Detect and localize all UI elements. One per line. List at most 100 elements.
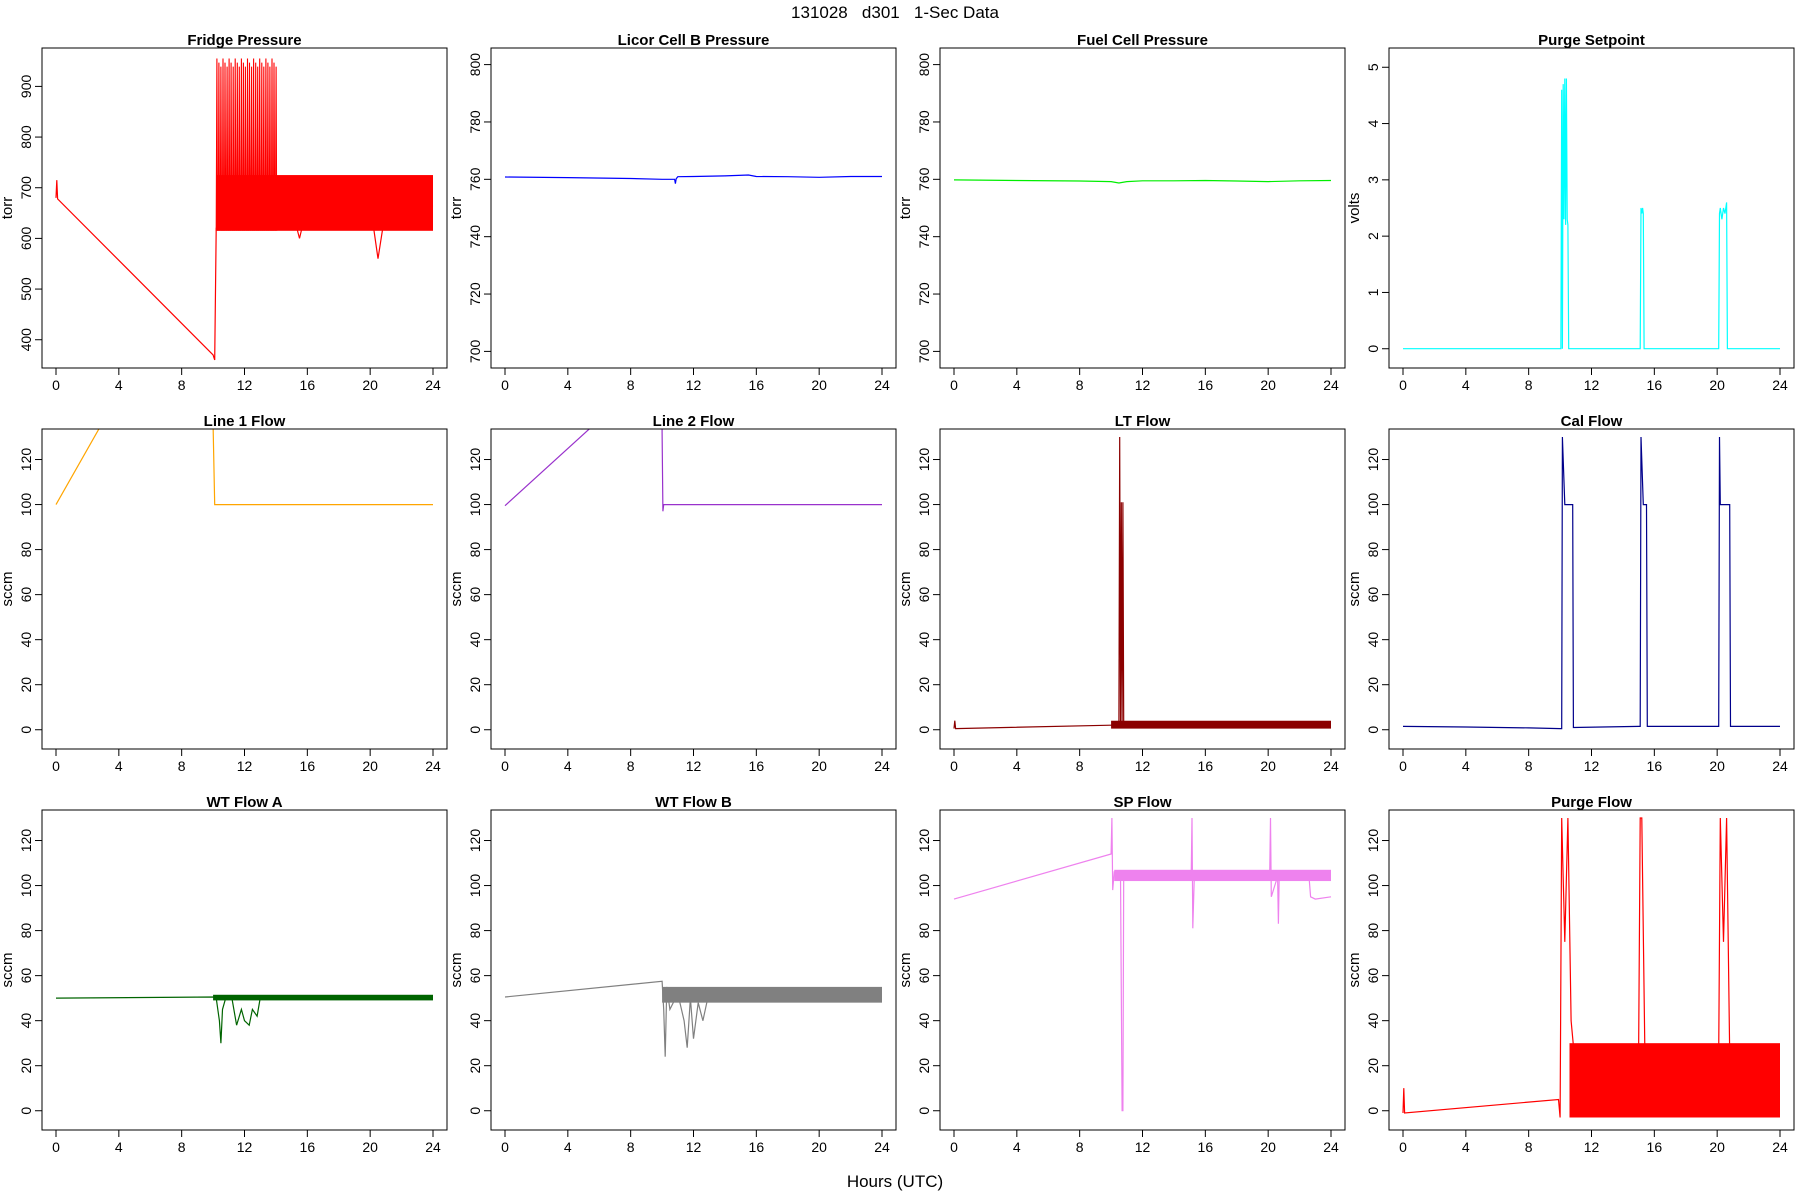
x-tick-label: 0 xyxy=(1399,377,1407,393)
y-tick-label: 80 xyxy=(916,542,932,558)
y-axis-label: torr xyxy=(897,197,914,220)
y-tick-label: 720 xyxy=(467,282,483,306)
y-tick-label: 760 xyxy=(916,167,932,191)
y-tick-label: 120 xyxy=(18,829,34,853)
x-tick-label: 8 xyxy=(627,758,635,774)
series-spikes xyxy=(215,58,278,231)
x-tick-label: 12 xyxy=(1135,1139,1151,1155)
y-tick-label: 0 xyxy=(18,726,34,734)
x-tick-label: 24 xyxy=(1772,1139,1788,1155)
y-tick-label: 0 xyxy=(1365,726,1381,734)
x-tick-label: 24 xyxy=(874,758,890,774)
chart-panel: Line 2 Flow sccm 0 4 8 12 16 20 24 0 20 40 60 80 100 12… xyxy=(448,413,897,774)
y-tick-label: 800 xyxy=(18,125,34,149)
x-tick-label: 16 xyxy=(749,1139,765,1155)
y-tick-label: 60 xyxy=(916,968,932,984)
y-tick-label: 40 xyxy=(916,632,932,648)
y-tick-label: 40 xyxy=(18,632,34,648)
x-tick-label: 20 xyxy=(362,1139,378,1155)
x-tick-label: 24 xyxy=(425,1139,441,1155)
plot-frame xyxy=(939,809,1346,1131)
x-tick-label: 16 xyxy=(1647,377,1663,393)
y-tick-label: 100 xyxy=(1365,493,1381,517)
x-tick-label: 12 xyxy=(1135,377,1151,393)
y-tick-label: 120 xyxy=(1365,829,1381,853)
x-tick-label: 4 xyxy=(1462,1139,1470,1155)
series-line xyxy=(1402,817,1780,1118)
y-tick-label: 800 xyxy=(467,53,483,77)
x-tick-label: 12 xyxy=(1135,758,1151,774)
plot-frame xyxy=(41,47,448,369)
x-tick-label: 20 xyxy=(1709,758,1725,774)
x-tick-label: 24 xyxy=(1323,377,1339,393)
y-tick-label: 60 xyxy=(916,587,932,603)
y-tick-label: 740 xyxy=(467,225,483,249)
y-tick-label: 700 xyxy=(467,340,483,364)
chart-title: Purge Setpoint xyxy=(1538,32,1645,49)
plot-area xyxy=(1403,78,1780,350)
x-tick-label: 8 xyxy=(1076,377,1084,393)
x-tick-label: 0 xyxy=(950,758,958,774)
chart-panel: Fridge Pressure torr 0 4 8 12 16 20 24 400 500 600 7… xyxy=(0,32,448,393)
plot-frame xyxy=(41,809,448,1131)
x-tick-label: 4 xyxy=(1013,1139,1021,1155)
x-tick-label: 0 xyxy=(501,1139,509,1155)
x-tick-label: 24 xyxy=(874,377,890,393)
x-tick-label: 0 xyxy=(52,377,60,393)
y-tick-label: 900 xyxy=(18,75,34,99)
chart-panel: WT Flow B sccm 0 4 8 12 16 20 24 0 20 40 60 80 100 120 xyxy=(448,794,897,1155)
y-axis-label: sccm xyxy=(0,572,16,607)
figure-title: 131028 d301 1-Sec Data xyxy=(791,3,999,22)
y-tick-label: 80 xyxy=(1365,923,1381,939)
y-tick-label: 1 xyxy=(1365,288,1381,296)
x-tick-label: 20 xyxy=(1260,377,1276,393)
plot-area xyxy=(55,58,434,361)
y-tick-label: 40 xyxy=(1365,1013,1381,1029)
x-tick-label: 24 xyxy=(1772,377,1788,393)
x-tick-label: 24 xyxy=(874,1139,890,1155)
plot-area xyxy=(953,436,1331,730)
chart-panel: Licor Cell B Pressure torr 0 4 8 12 16 20 24 700 7… xyxy=(448,32,897,393)
plot-area xyxy=(504,980,883,1057)
y-tick-label: 400 xyxy=(18,328,34,352)
plot-area xyxy=(1402,436,1780,730)
chart-panel: WT Flow A sccm 0 4 8 12 16 20 24 0 20 40 60 80 100 120 xyxy=(0,794,448,1155)
y-tick-label: 5 xyxy=(1365,63,1381,71)
x-tick-label: 24 xyxy=(1323,1139,1339,1155)
y-tick-label: 2 xyxy=(1365,232,1381,240)
y-tick-label: 40 xyxy=(1365,632,1381,648)
x-tick-label: 0 xyxy=(501,377,509,393)
x-axis-title: Hours (UTC) xyxy=(847,1172,943,1191)
y-tick-label: 60 xyxy=(1365,587,1381,603)
x-tick-label: 0 xyxy=(1399,758,1407,774)
series-line xyxy=(953,179,1332,184)
x-tick-label: 4 xyxy=(1013,377,1021,393)
y-tick-label: 100 xyxy=(916,874,932,898)
y-tick-label: 740 xyxy=(916,225,932,249)
plot-frame xyxy=(490,428,897,750)
plot-area xyxy=(953,817,1332,1112)
plot-frame xyxy=(1388,809,1795,1131)
y-tick-label: 60 xyxy=(467,968,483,984)
y-tick-label: 20 xyxy=(916,677,932,693)
x-tick-label: 12 xyxy=(686,377,702,393)
y-tick-label: 40 xyxy=(467,1013,483,1029)
chart-title: Line 1 Flow xyxy=(204,413,286,430)
x-tick-label: 4 xyxy=(564,1139,572,1155)
y-tick-label: 60 xyxy=(1365,968,1381,984)
x-tick-label: 4 xyxy=(115,377,123,393)
chart-title: Licor Cell B Pressure xyxy=(618,32,770,49)
series-noise-band xyxy=(1111,720,1331,729)
y-tick-label: 120 xyxy=(916,829,932,853)
y-tick-label: 0 xyxy=(467,1107,483,1115)
x-tick-label: 0 xyxy=(950,377,958,393)
series-line xyxy=(1403,78,1780,350)
y-tick-label: 20 xyxy=(18,677,34,693)
y-tick-label: 760 xyxy=(467,167,483,191)
y-axis-label: torr xyxy=(0,197,16,220)
x-tick-label: 12 xyxy=(237,758,253,774)
y-axis-label: sccm xyxy=(448,953,465,988)
x-tick-label: 12 xyxy=(237,377,253,393)
